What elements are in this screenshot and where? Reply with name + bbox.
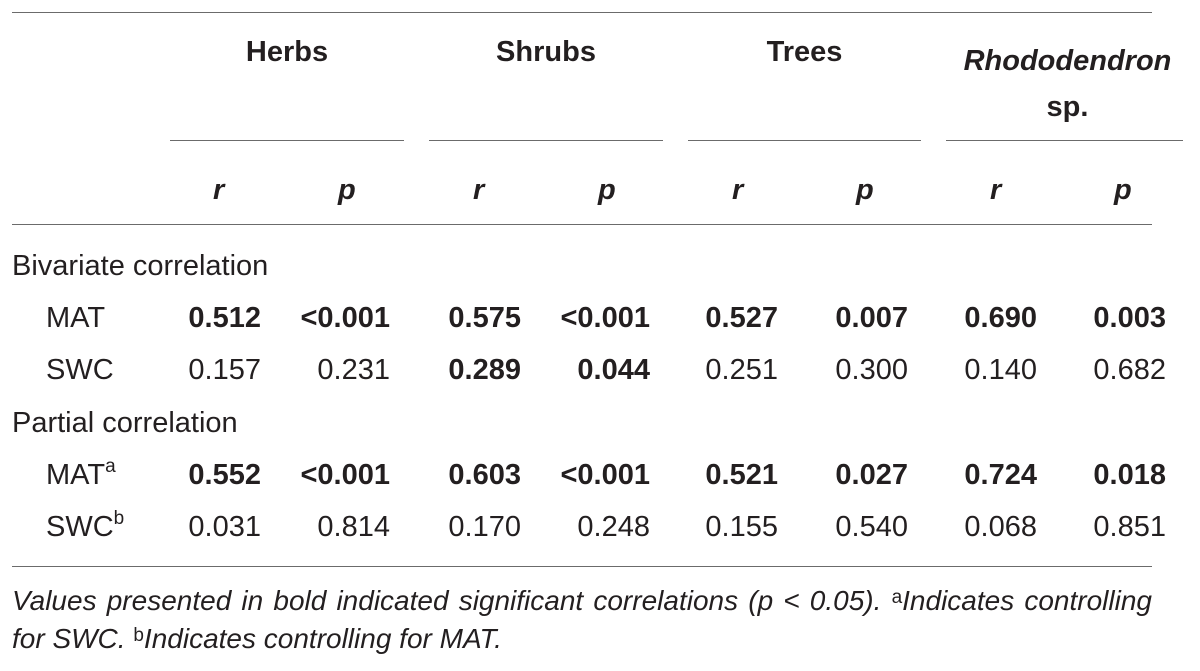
table-cell: <0.001 [560,302,650,334]
table-cell: 0.814 [317,511,390,543]
table-cell: 0.521 [705,459,778,491]
group-header-herbs: Herbs [245,36,329,68]
table-cell: 0.231 [317,354,390,386]
table-cell: 0.289 [448,354,521,386]
subheader-r: r [732,174,744,206]
table-cell: 0.003 [1093,302,1166,334]
table-cell: 0.027 [835,459,908,491]
subheader-r: r [990,174,1002,206]
subheader-r: r [473,174,485,206]
table-cell: <0.001 [560,459,650,491]
table-cell: 0.007 [835,302,908,334]
table-cell: 0.682 [1093,354,1166,386]
section-title-partial: Partial correlation [12,407,238,439]
footnote-sup-b: b [133,625,144,646]
group-header-trees: Trees [766,36,843,68]
table-cell: 0.540 [835,511,908,543]
table-cell: 0.851 [1093,511,1166,543]
row-label-mat: MAT [46,302,106,334]
group-header-shrubs: Shrubs [496,36,596,68]
footnote-note-b: Indicates controlling for MAT. [143,623,502,654]
table-cell: 0.157 [188,354,261,386]
footnote-marker-b: b [113,508,125,529]
table-cell: 0.031 [188,511,261,543]
table-cell: 0.248 [577,511,650,543]
group-header-species: sp. [1046,91,1089,123]
footnote-sup-a: a [891,587,903,608]
group-underline-herbs [170,140,404,141]
row-label-swc: SWC [46,354,114,386]
group-underline-rhododendron [946,140,1183,141]
table-cell: 0.724 [964,459,1037,491]
table-cell: 0.300 [835,354,908,386]
table-cell: 0.552 [188,459,261,491]
table-cell: 0.068 [964,511,1037,543]
table-cell: 0.018 [1093,459,1166,491]
group-underline-shrubs [429,140,663,141]
group-underline-trees [688,140,921,141]
group-header-genus: Rhododendron [963,45,1172,77]
table-cell: <0.001 [300,302,390,334]
table-cell: 0.170 [448,511,521,543]
footnote-main: Values presented in bold indicated signi… [12,585,882,616]
header-bottom-rule [12,224,1152,225]
table-cell: 0.044 [577,354,650,386]
table-cell: 0.603 [448,459,521,491]
subheader-p: p [338,174,356,206]
table-cell: 0.527 [705,302,778,334]
subheader-p: p [856,174,874,206]
footnote-marker-a: a [105,456,116,477]
table-cell: 0.251 [705,354,778,386]
table-footnote: Values presented in bold indicated signi… [12,582,1152,658]
subheader-p: p [598,174,616,206]
table-bottom-rule [12,566,1152,567]
footnote-note-a: Indicates controlling for SWC. [12,585,1152,654]
row-label-mat-a: MATa [46,456,116,491]
row-label-swc-b: SWCb [46,508,125,543]
group-header-rhododendron: Rhododendron sp. [940,38,1195,130]
table-cell: 0.575 [448,302,521,334]
table-cell: 0.140 [964,354,1037,386]
table-cell: 0.690 [964,302,1037,334]
section-title-bivariate: Bivariate correlation [12,250,269,282]
table-cell: <0.001 [300,459,390,491]
subheader-p: p [1114,174,1132,206]
subheader-r: r [213,174,225,206]
table-top-rule [12,12,1152,13]
table-cell: 0.155 [705,511,778,543]
table-cell: 0.512 [188,302,261,334]
